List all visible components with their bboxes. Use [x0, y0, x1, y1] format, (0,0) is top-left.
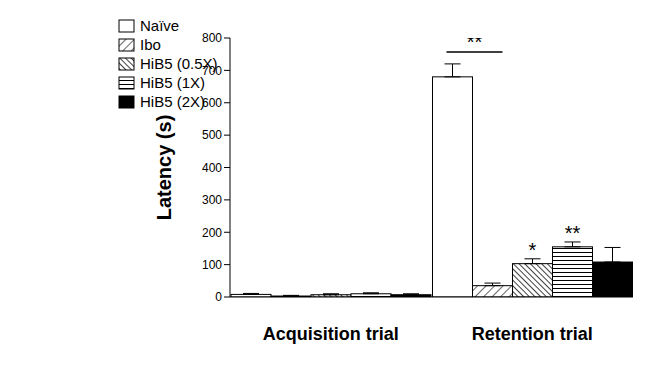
svg-text:300: 300: [202, 193, 222, 207]
svg-text:**: **: [467, 38, 483, 53]
svg-text:Retention trial: Retention trial: [472, 324, 593, 344]
svg-text:Latency (s): Latency (s): [153, 115, 175, 221]
svg-text:100: 100: [202, 258, 222, 272]
svg-text:**: **: [565, 222, 581, 244]
svg-text:800: 800: [202, 31, 222, 45]
svg-text:Acquisition trial: Acquisition trial: [263, 324, 399, 344]
svg-text:0: 0: [215, 290, 222, 304]
svg-text:400: 400: [202, 161, 222, 175]
svg-text:700: 700: [202, 64, 222, 78]
svg-text:600: 600: [202, 96, 222, 110]
svg-text:500: 500: [202, 128, 222, 142]
svg-text:200: 200: [202, 226, 222, 240]
svg-text:*: *: [529, 239, 537, 261]
